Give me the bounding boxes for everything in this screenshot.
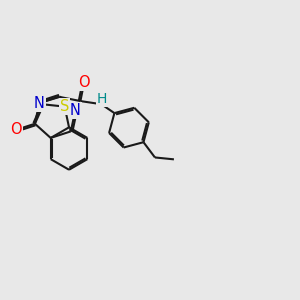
Text: N: N	[70, 103, 81, 118]
Text: S: S	[60, 99, 69, 114]
Text: O: O	[78, 75, 90, 90]
Text: H: H	[97, 92, 107, 106]
Text: O: O	[10, 122, 22, 137]
Text: N: N	[34, 95, 45, 110]
